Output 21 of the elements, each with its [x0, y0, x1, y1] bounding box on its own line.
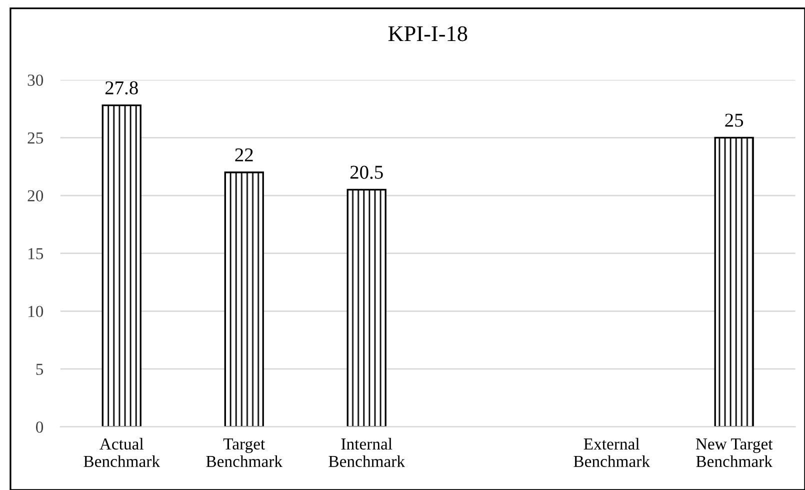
- data-label: 27.8: [105, 81, 138, 94]
- bar: [102, 104, 142, 427]
- x-tick-label: External Benchmark: [574, 438, 650, 468]
- x-tick-label: Actual Benchmark: [84, 438, 160, 468]
- y-tick-label: 10: [28, 306, 44, 318]
- y-tick-label: 15: [28, 248, 44, 260]
- y-tick-label: 30: [28, 74, 44, 86]
- y-tick-label: 25: [28, 132, 44, 144]
- bar: [714, 136, 754, 427]
- y-tick-label: 0: [36, 421, 44, 433]
- y-tick-label: 5: [36, 364, 44, 375]
- x-tick-label: Target Benchmark: [206, 438, 283, 468]
- x-tick-label: Internal Benchmark: [328, 438, 406, 468]
- data-label: 20.5: [350, 166, 383, 179]
- y-tick-label: 20: [28, 190, 44, 202]
- chart-title: KPI-I-18: [388, 26, 468, 42]
- bar: [224, 172, 264, 427]
- data-label: 25: [725, 114, 744, 127]
- x-tick-label: New Target Benchmark: [696, 438, 773, 468]
- bar: [346, 188, 386, 427]
- data-label: 22: [235, 148, 253, 162]
